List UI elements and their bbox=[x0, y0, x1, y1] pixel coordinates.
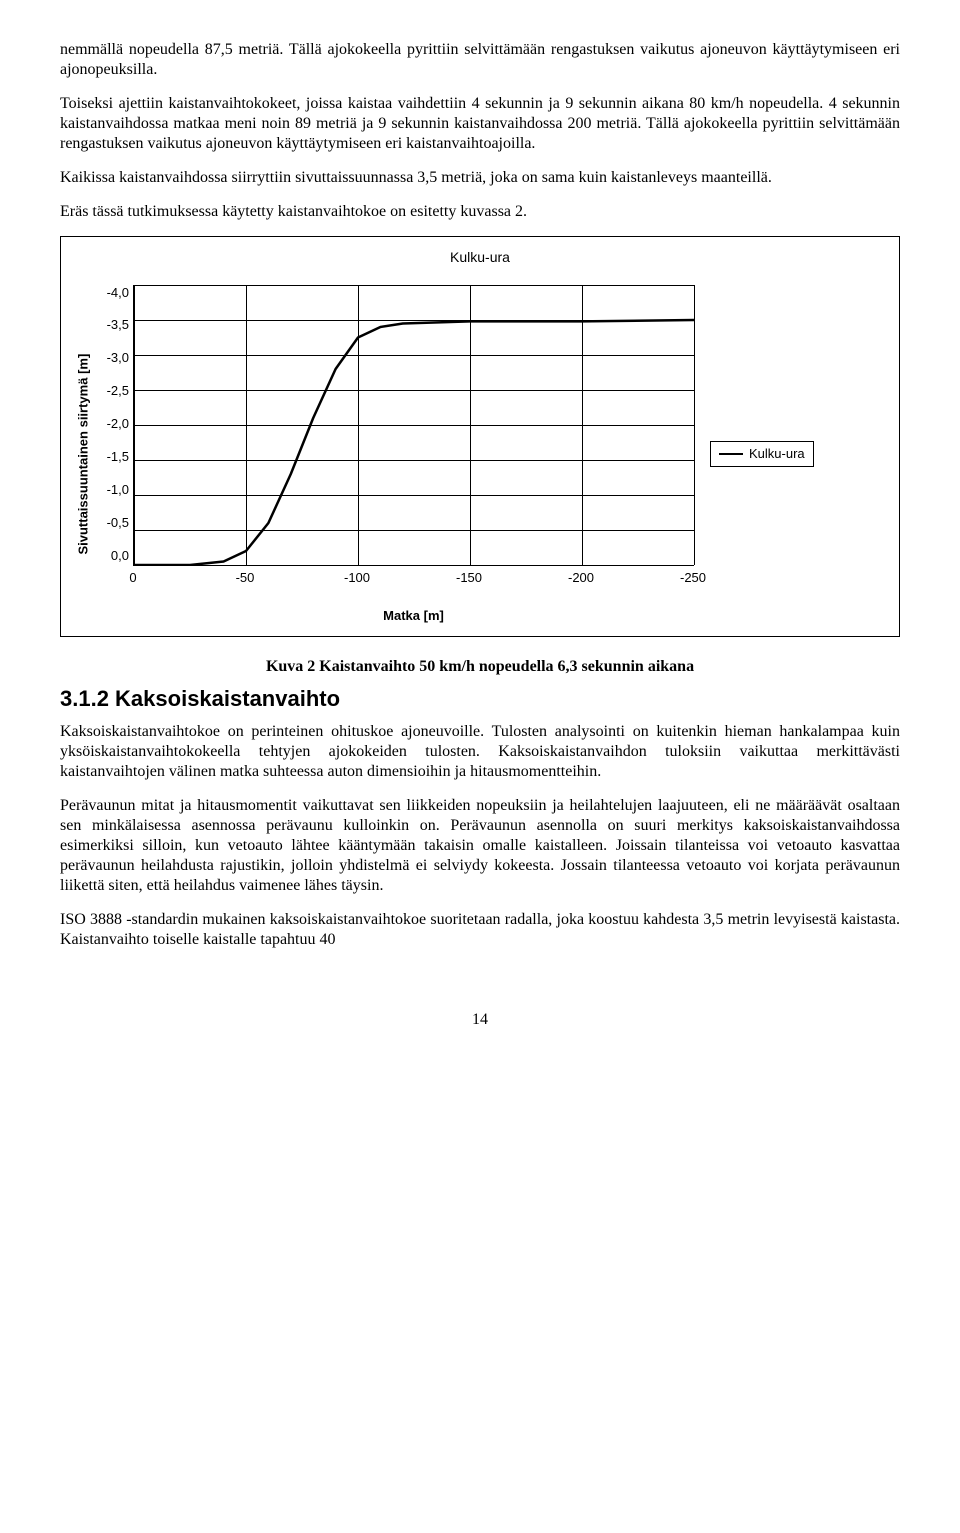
legend-swatch-icon bbox=[719, 453, 743, 455]
chart-gridline-v bbox=[694, 285, 695, 565]
chart-ylabel-wrap: Sivuttaissuuntainen siirtymä [m] bbox=[71, 285, 95, 624]
para-7: ISO 3888 -standardin mukainen kaksoiskai… bbox=[60, 910, 900, 950]
chart-ytick: -2,0 bbox=[107, 416, 129, 432]
para-4: Eräs tässä tutkimuksessa käytetty kaista… bbox=[60, 202, 900, 222]
para-1: nemmällä nopeudella 87,5 metriä. Tällä a… bbox=[60, 40, 900, 80]
chart-xtick: -100 bbox=[344, 570, 370, 586]
para-5: Kaksoiskaistanvaihtokoe on perinteinen o… bbox=[60, 722, 900, 782]
chart-xtick: -200 bbox=[568, 570, 594, 586]
chart-xtick: 0 bbox=[129, 570, 136, 586]
section-heading-3-1-2: 3.1.2 Kaksoiskaistanvaihto bbox=[60, 685, 900, 713]
chart-xtick: -150 bbox=[456, 570, 482, 586]
chart-ytick: -1,0 bbox=[107, 482, 129, 498]
chart-ytick: -4,0 bbox=[107, 285, 129, 301]
legend-label: Kulku-ura bbox=[749, 446, 805, 462]
chart-plot-area bbox=[133, 285, 694, 566]
chart-legend: Kulku-ura bbox=[710, 441, 814, 467]
chart-ytick: -0,5 bbox=[107, 515, 129, 531]
para-3: Kaikissa kaistanvaihdossa siirryttiin si… bbox=[60, 168, 900, 188]
chart-ytick: 0,0 bbox=[111, 548, 129, 564]
chart-xticks: 0-50-100-150-200-250 bbox=[133, 566, 693, 586]
chart-xtick: -250 bbox=[680, 570, 706, 586]
chart-series-line bbox=[134, 285, 694, 565]
chart-ytick: -3,5 bbox=[107, 317, 129, 333]
chart-ylabel: Sivuttaissuuntainen siirtymä [m] bbox=[75, 354, 91, 555]
chart-ytick: -1,5 bbox=[107, 449, 129, 465]
chart-ytick: -2,5 bbox=[107, 383, 129, 399]
chart-xtick: -50 bbox=[236, 570, 255, 586]
para-6: Perävaunun mitat ja hitausmomentit vaiku… bbox=[60, 796, 900, 896]
chart-container: Kulku-ura Sivuttaissuuntainen siirtymä [… bbox=[60, 236, 900, 637]
chart-title: Kulku-ura bbox=[71, 249, 889, 267]
figure-caption: Kuva 2 Kaistanvaihto 50 km/h nopeudella … bbox=[60, 657, 900, 677]
page-number: 14 bbox=[60, 1010, 900, 1030]
para-2: Toiseksi ajettiin kaistanvaihtokokeet, j… bbox=[60, 94, 900, 154]
chart-xlabel: Matka [m] bbox=[133, 608, 694, 624]
chart-yticks: -4,0 -3,5 -3,0 -2,5 -2,0 -1,5 -1,0 -0,5 0,0 bbox=[95, 285, 133, 565]
chart-ytick: -3,0 bbox=[107, 350, 129, 366]
